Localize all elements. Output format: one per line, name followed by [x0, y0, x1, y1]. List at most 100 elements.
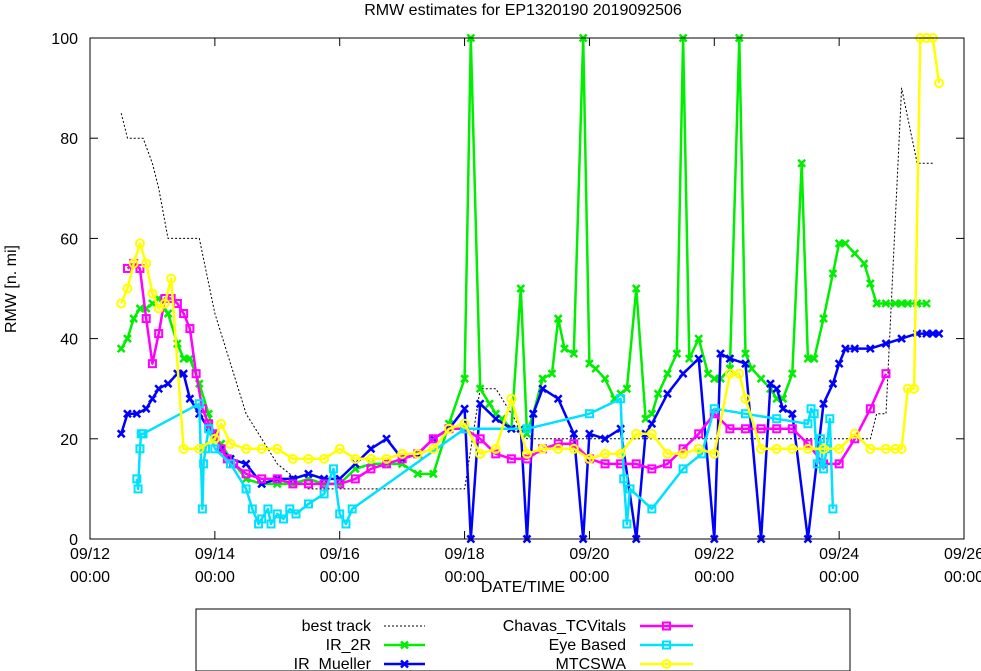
data-point-eye-based — [616, 394, 626, 404]
legend-marker-eye-based — [662, 640, 671, 650]
data-point-ir-mueller — [538, 384, 547, 394]
data-point-ir-2r — [647, 409, 657, 419]
data-point-eye-based — [197, 504, 207, 514]
data-point-ir-mueller — [304, 469, 313, 479]
data-point-chavas-tcvitals — [272, 474, 282, 484]
data-point-chavas-tcvitals — [147, 359, 157, 369]
data-point-eye-based — [319, 489, 329, 499]
series-mtcswa — [116, 33, 945, 464]
data-point-eye-based — [241, 484, 251, 494]
data-point-ir-mueller — [154, 384, 164, 394]
data-point-eye-based — [132, 474, 142, 484]
y-tick-label: 40 — [60, 332, 78, 349]
data-point-eye-based — [772, 414, 782, 424]
data-point-ir-2r — [569, 349, 579, 359]
data-point-eye-based — [815, 434, 825, 444]
data-point-ir-2r — [797, 158, 807, 168]
data-point-ir-mueller — [819, 399, 828, 409]
data-point-mtcswa — [216, 418, 227, 429]
data-point-eye-based — [647, 504, 657, 514]
x-tick-label-time: 00:00 — [819, 569, 859, 586]
y-tick-label: 0 — [69, 532, 78, 549]
data-point-chavas-tcvitals — [600, 459, 610, 469]
data-point-eye-based — [138, 429, 148, 439]
legend-label: Eye Based — [549, 637, 626, 654]
plot-series — [116, 33, 945, 544]
legend-entry-eye-based: Eye Based — [549, 637, 693, 654]
x-tick-label-time: 00:00 — [195, 569, 235, 586]
data-point-mtcswa — [122, 283, 133, 294]
data-point-mtcswa — [553, 443, 564, 454]
data-point-chavas-tcvitals — [553, 439, 563, 449]
data-point-eye-based — [522, 424, 532, 434]
data-point-eye-based — [678, 464, 688, 474]
data-point-mtcswa — [568, 443, 579, 454]
data-point-chavas-tcvitals — [569, 439, 579, 449]
x-tick-label-date: 09/20 — [569, 546, 609, 563]
data-point-ir-2r — [600, 374, 610, 384]
data-point-chavas-tcvitals — [475, 434, 485, 444]
data-point-mtcswa — [818, 443, 829, 454]
data-point-chavas-tcvitals — [257, 474, 267, 484]
data-point-eye-based — [247, 504, 257, 514]
data-point-chavas-tcvitals — [135, 263, 145, 273]
data-point-ir-2r — [872, 299, 881, 308]
data-point-mtcswa — [397, 448, 408, 459]
data-point-chavas-tcvitals — [834, 459, 844, 469]
x-axis-label: DATE/TIME — [481, 579, 565, 596]
data-point-chavas-tcvitals — [865, 404, 875, 414]
data-point-eye-based — [825, 414, 835, 424]
data-point-ir-mueller — [663, 389, 672, 399]
data-point-mtcswa — [272, 443, 283, 454]
x-tick-label-date: 09/18 — [445, 546, 485, 563]
data-point-ir-2r — [560, 344, 569, 354]
data-point-ir-2r — [841, 239, 850, 248]
data-point-eye-based — [263, 504, 273, 514]
data-point-ir-2r — [622, 384, 632, 394]
data-point-eye-based — [257, 514, 267, 524]
legend-marker-chavas-tcvitals — [662, 621, 671, 631]
data-point-mtcswa — [662, 448, 673, 459]
data-point-mtcswa — [159, 298, 170, 309]
data-point-mtcswa — [880, 443, 891, 454]
data-point-ir-2r — [865, 279, 875, 288]
data-point-eye-based — [803, 419, 813, 429]
data-point-ir-2r — [413, 469, 423, 479]
legend-label: MTCSWA — [555, 656, 626, 671]
data-point-ir-mueller — [123, 409, 132, 419]
data-point-ir-mueller — [694, 354, 704, 364]
data-point-ir-mueller — [585, 429, 594, 439]
data-point-mtcswa — [256, 443, 267, 454]
data-point-ir-2r — [741, 349, 750, 359]
data-point-chavas-tcvitals — [428, 434, 438, 444]
axes-ticks: 0 20 40 60 80 100 09/12 00:00 09/14 00:00 09/16 00:… — [51, 31, 981, 586]
data-point-ir-2r — [684, 354, 694, 364]
x-tick-label-date: 09/22 — [694, 546, 734, 563]
data-point-mtcswa — [365, 453, 376, 464]
data-point-ir-2r — [516, 284, 526, 293]
data-point-ir-2r — [787, 369, 797, 379]
y-tick-label: 20 — [60, 432, 78, 449]
chart-title: RMW estimates for EP1320190 2019092506 — [364, 2, 682, 19]
data-point-mtcswa — [412, 448, 423, 459]
data-point-ir-mueller — [787, 409, 797, 419]
y-tick-label: 60 — [60, 231, 78, 248]
data-point-ir-mueller — [828, 379, 838, 389]
data-point-mtcswa — [428, 443, 439, 454]
x-tick-label-date: 09/16 — [320, 546, 360, 563]
data-point-mtcswa — [646, 428, 657, 439]
data-point-mtcswa — [134, 238, 145, 249]
x-tick-label-date: 09/26 — [944, 546, 981, 563]
data-point-ir-mueller — [897, 334, 906, 343]
data-point-ir-mueller — [881, 339, 891, 348]
legend-label: best track — [302, 618, 372, 635]
data-point-chavas-tcvitals — [725, 424, 735, 434]
data-point-ir-2r — [123, 334, 132, 343]
data-point-mtcswa — [443, 423, 454, 434]
data-point-mtcswa — [178, 443, 189, 454]
data-point-ir-2r — [538, 374, 547, 384]
data-point-ir-mueller — [179, 369, 189, 379]
data-point-ir-2r — [591, 364, 601, 374]
data-point-ir-mueller — [241, 459, 251, 469]
data-point-chavas-tcvitals — [694, 429, 704, 439]
